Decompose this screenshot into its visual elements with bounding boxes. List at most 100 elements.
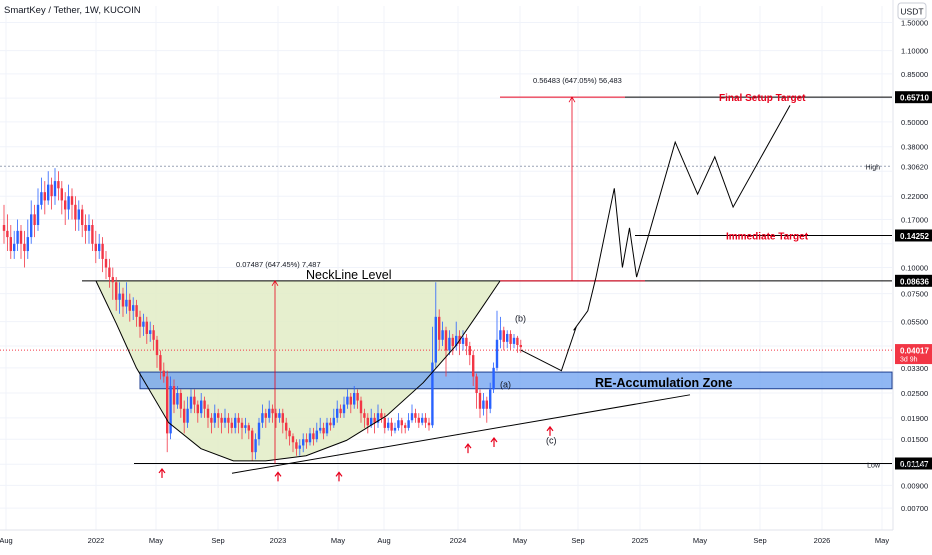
candle[interactable] — [101, 237, 104, 273]
candle[interactable] — [193, 389, 196, 414]
candle[interactable] — [230, 417, 233, 434]
candle[interactable] — [213, 404, 216, 428]
candle[interactable] — [200, 392, 203, 418]
candle[interactable] — [516, 335, 519, 353]
candle[interactable] — [87, 214, 91, 244]
candle[interactable] — [475, 373, 478, 409]
candle[interactable] — [162, 362, 165, 383]
candle[interactable] — [478, 389, 482, 418]
candle[interactable] — [492, 362, 495, 393]
candle[interactable] — [349, 392, 352, 414]
candle[interactable] — [159, 350, 162, 380]
candle[interactable] — [278, 408, 281, 423]
candle[interactable] — [332, 408, 335, 428]
candle[interactable] — [210, 413, 213, 434]
candle[interactable] — [336, 400, 339, 423]
candle[interactable] — [312, 427, 315, 446]
candle[interactable] — [91, 219, 94, 252]
candle[interactable] — [427, 417, 431, 431]
candle[interactable] — [125, 282, 128, 314]
candle[interactable] — [254, 433, 257, 460]
candle[interactable] — [342, 396, 346, 418]
candle[interactable] — [84, 214, 87, 244]
candle[interactable] — [407, 413, 410, 431]
candle[interactable] — [108, 258, 111, 288]
candle[interactable] — [169, 376, 172, 440]
candle[interactable] — [380, 408, 383, 423]
candle[interactable] — [441, 321, 444, 347]
candle[interactable] — [376, 404, 380, 428]
candle[interactable] — [485, 396, 488, 423]
candle[interactable] — [94, 230, 97, 264]
candle[interactable] — [70, 188, 74, 220]
candle[interactable] — [438, 309, 441, 351]
candle[interactable] — [502, 326, 505, 351]
candle[interactable] — [495, 310, 499, 371]
candle[interactable] — [237, 413, 240, 434]
candle[interactable] — [472, 350, 475, 387]
candle[interactable] — [176, 386, 179, 409]
candle[interactable] — [121, 287, 125, 317]
candle[interactable] — [16, 219, 19, 252]
candle[interactable] — [319, 417, 322, 434]
candle[interactable] — [366, 413, 369, 434]
candle[interactable] — [431, 326, 434, 428]
candle[interactable] — [271, 404, 274, 423]
candle[interactable] — [274, 408, 278, 428]
candle[interactable] — [451, 333, 454, 356]
candle[interactable] — [43, 181, 46, 215]
candle[interactable] — [30, 200, 33, 244]
candle[interactable] — [132, 297, 135, 321]
candle[interactable] — [465, 333, 468, 356]
candle[interactable] — [390, 417, 393, 437]
candle[interactable] — [234, 413, 237, 434]
candle[interactable] — [305, 433, 308, 449]
candle[interactable] — [6, 214, 9, 252]
candle[interactable] — [397, 413, 400, 431]
candle[interactable] — [149, 321, 152, 342]
candle[interactable] — [414, 408, 417, 423]
candle[interactable] — [339, 404, 342, 418]
candle[interactable] — [135, 299, 138, 327]
candle[interactable] — [302, 433, 305, 453]
candle[interactable] — [240, 417, 244, 440]
candle[interactable] — [421, 413, 424, 426]
candle[interactable] — [13, 230, 16, 259]
candle[interactable] — [67, 184, 70, 220]
candle[interactable] — [251, 427, 254, 461]
candle[interactable] — [308, 427, 312, 446]
candle[interactable] — [98, 233, 101, 259]
candle[interactable] — [325, 417, 329, 437]
candle[interactable] — [448, 330, 451, 356]
candle[interactable] — [145, 316, 148, 344]
candle[interactable] — [60, 181, 63, 215]
candle[interactable] — [512, 333, 516, 349]
candle[interactable] — [489, 382, 492, 414]
candle[interactable] — [19, 225, 23, 259]
candle[interactable] — [509, 330, 512, 351]
candle[interactable] — [444, 326, 448, 377]
candle[interactable] — [152, 324, 155, 351]
currency-button[interactable]: USDT — [897, 2, 927, 20]
candle[interactable] — [118, 282, 121, 314]
candle[interactable] — [172, 379, 176, 414]
candle[interactable] — [23, 230, 26, 268]
candle[interactable] — [50, 177, 53, 210]
candle[interactable] — [257, 417, 261, 446]
candle[interactable] — [138, 310, 142, 338]
candle[interactable] — [400, 417, 403, 434]
candle[interactable] — [417, 413, 420, 428]
candle[interactable] — [9, 225, 12, 259]
candle[interactable] — [322, 422, 325, 440]
candle[interactable] — [363, 408, 366, 428]
candle[interactable] — [244, 417, 247, 434]
candles[interactable] — [2, 168, 522, 461]
candle[interactable] — [155, 335, 159, 368]
candle[interactable] — [434, 282, 437, 368]
candle[interactable] — [166, 370, 169, 453]
candle[interactable] — [387, 417, 390, 431]
candle[interactable] — [47, 171, 50, 205]
candle[interactable] — [111, 267, 114, 300]
candle[interactable] — [64, 192, 67, 226]
